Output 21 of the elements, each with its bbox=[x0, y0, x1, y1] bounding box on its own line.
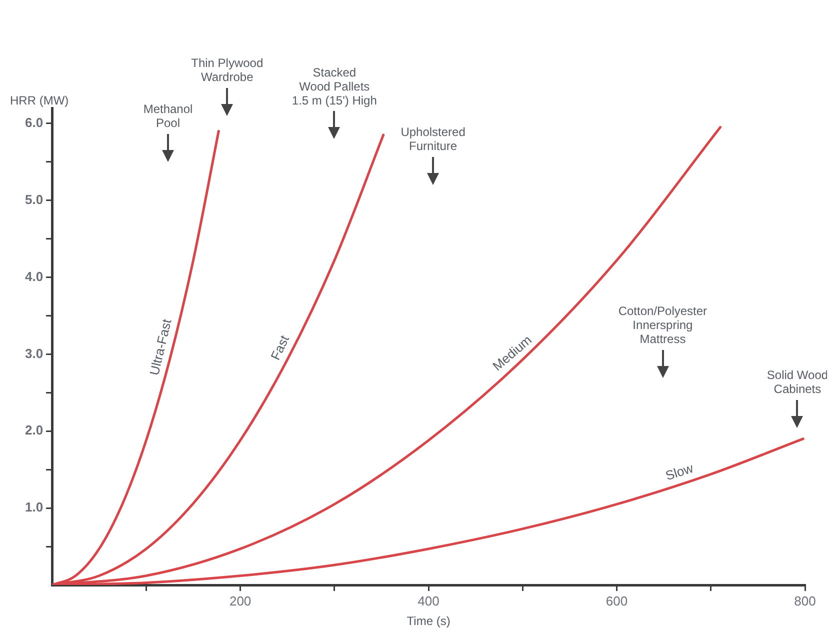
x-tick-label: 400 bbox=[418, 593, 440, 608]
x-tick-label: 600 bbox=[606, 593, 628, 608]
x-tick-label: 800 bbox=[794, 593, 816, 608]
y-tick-label: 2.0 bbox=[24, 422, 44, 438]
annotation: Upholstered Furniture bbox=[400, 125, 466, 154]
annotation: Solid Wood Cabinets bbox=[766, 368, 828, 396]
y-tick-label: 5.0 bbox=[24, 192, 44, 207]
text: Thin Plywood Wardrobe bbox=[191, 56, 264, 84]
y-tick-label: 1.0 bbox=[24, 500, 44, 515]
text: Ultra-Fast bbox=[146, 317, 174, 377]
y-tick-label: 3.0 bbox=[24, 346, 44, 361]
text: Slow bbox=[664, 460, 696, 484]
x-tick-label: 200 bbox=[229, 593, 252, 608]
y-axis-title: HRR (MW) bbox=[10, 94, 69, 108]
text: Fast bbox=[268, 332, 292, 362]
annotation: Cotton/Polyester Innerspring Mattress bbox=[618, 304, 708, 346]
y-tick-label: 4.0 bbox=[24, 268, 44, 284]
annotation: Methanol Pool bbox=[143, 102, 193, 130]
text: Stacked Wood Pallets 1.5 m (15') High bbox=[292, 65, 377, 108]
y-tick-label: 6.0 bbox=[24, 114, 44, 130]
x-axis-title: Time (s) bbox=[406, 614, 450, 628]
